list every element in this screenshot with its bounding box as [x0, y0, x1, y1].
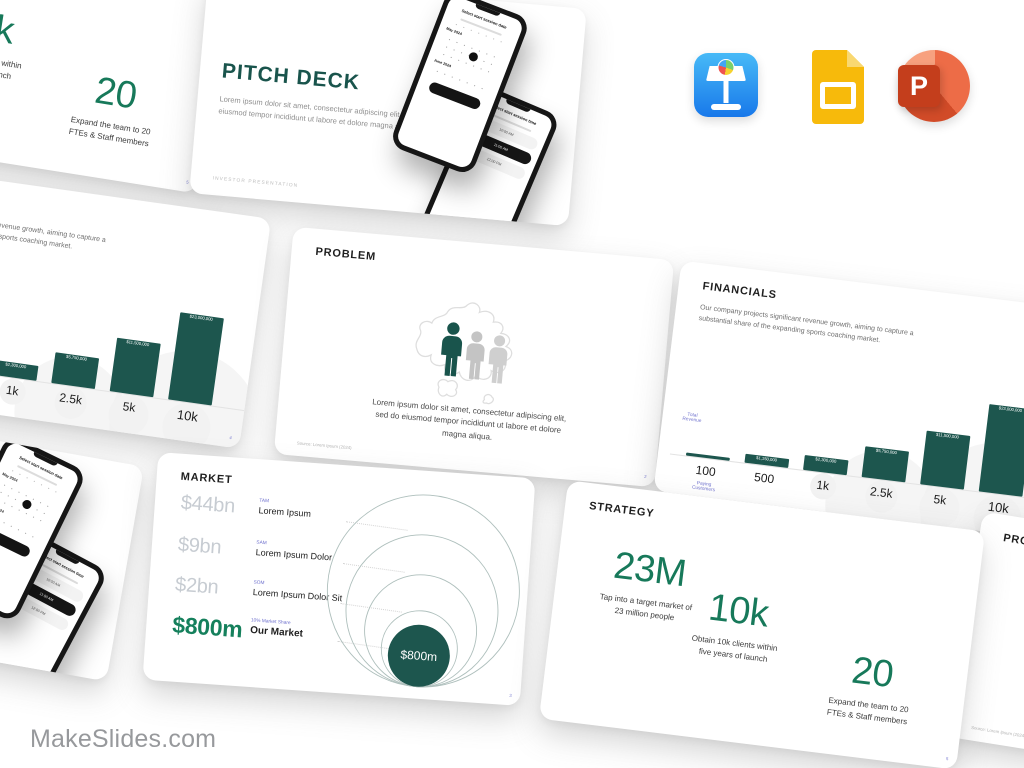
chart-column: $23,000,000 10k	[970, 403, 1024, 540]
slides-folded-corner	[847, 50, 864, 67]
stat-caption: Obtain 10k clients within five years of …	[691, 633, 778, 664]
bar: $23,000,000	[167, 312, 224, 406]
page-number: 2	[643, 475, 647, 480]
keynote-podium-stem	[723, 81, 729, 103]
slide-strategy[interactable]: STRATEGY 23M Tap into a target market of…	[538, 480, 986, 768]
stat-value: 20	[849, 649, 896, 697]
google-slides-app-icon[interactable]	[812, 50, 864, 124]
keynote-app-icon[interactable]	[694, 53, 758, 117]
keynote-pie-chart	[717, 59, 735, 76]
market-value: $44bn	[180, 491, 236, 518]
concentric-market-circles: $800m	[326, 494, 520, 688]
bar: $11,500,000	[109, 337, 161, 398]
market-value: $800m	[171, 611, 244, 643]
x-axis-label: Paying Customers	[691, 481, 716, 493]
page-number: 5	[945, 757, 949, 762]
person-icon	[465, 331, 485, 380]
bar: $23,000,000	[978, 404, 1024, 497]
stat-team: 20 Expand the team to 20 FTEs & Staff me…	[21, 59, 205, 157]
stat-caption: Expand the team to 20 FTEs & Staff membe…	[68, 115, 152, 149]
slide-market[interactable]: MARKET $44bn TAM Lorem Ipsum $9bn SAM Lo…	[142, 452, 536, 706]
stat-value: 10k	[706, 586, 771, 636]
slide-title: PROBLEM	[315, 245, 377, 264]
person-icon	[488, 335, 508, 384]
market-row-tam: $44bn TAM Lorem Ipsum	[180, 492, 312, 524]
chart-column: $1,150,000 500	[737, 374, 806, 486]
financials-body: Our company projects significant revenue…	[0, 207, 107, 251]
market-name: Our Market	[249, 624, 304, 640]
stat-caption: Expand the team to 20 FTEs & Staff membe…	[826, 695, 910, 727]
market-name: Lorem Ipsum	[258, 505, 312, 519]
market-value: $9bn	[177, 533, 222, 559]
chart-column: $2,300,000 1k	[795, 382, 864, 501]
person-icon-highlight	[441, 322, 463, 377]
bar: $5,750,000	[861, 446, 909, 483]
market-value: $2bn	[174, 573, 220, 599]
stat-value: 10k	[0, 1, 17, 53]
slide-title: FINANCIALS	[701, 280, 778, 302]
calendar-selected-day	[20, 498, 33, 511]
source-note: Source: Lorem Ipsum (2024)	[970, 726, 1024, 739]
brand-wordmark[interactable]: MakeSlides.com	[30, 725, 217, 753]
powerpoint-letter: P	[909, 70, 928, 101]
bubble-label: $800m	[400, 647, 438, 664]
cover-title: PITCH DECK	[220, 59, 361, 95]
slides-frame-glyph	[820, 82, 856, 109]
page-number: 5	[185, 180, 189, 186]
chart-column: $11,500,000 5k	[912, 396, 981, 530]
page-number: 3	[508, 693, 512, 699]
financials-body: Our company projects significant revenue…	[698, 304, 915, 344]
powerpoint-app-icon[interactable]: P	[898, 50, 970, 122]
chart-column: $23,000,000 10k	[158, 311, 231, 449]
slide-cover-partial[interactable]: PITCH DECK Lorem ipsum dolor sit amet, c…	[0, 400, 145, 682]
page-number: 4	[228, 436, 232, 441]
calendar-selected-day	[467, 51, 480, 63]
slide-title: STRATEGY	[588, 500, 655, 520]
chart-column: 100 Paying Customers	[678, 367, 747, 493]
chart-column: $5,750,000 2.5k	[854, 389, 923, 515]
bar: $2,300,000	[802, 454, 849, 476]
cover-footer: INVESTOR PRESENTATION	[212, 176, 299, 189]
slide-cover[interactable]: PITCH DECK Lorem ipsum dolor sit amet, c…	[189, 0, 587, 227]
powerpoint-letter-tile: P	[898, 65, 940, 107]
source-note: Source: Lorem Ipsum (2024)	[296, 441, 352, 451]
our-market-bubble	[387, 624, 450, 687]
slide-financials-partial[interactable]: FINANCIALS Our company projects signific…	[0, 163, 272, 449]
slide-title: MARKET	[180, 470, 233, 487]
slide-title: PROBLEM	[1002, 532, 1024, 554]
stat-value: 20	[92, 69, 140, 118]
slide-problem[interactable]: PROBLEM Lorem ipsum dolor sit amet, cons…	[273, 226, 675, 488]
bar: $11,500,000	[919, 430, 970, 490]
keynote-podium-base	[711, 104, 741, 110]
bar: $5,750,000	[50, 352, 99, 390]
market-row-our-market: $800m 10% Market Share Our Market	[171, 611, 304, 648]
stat-team: 20 Expand the team to 20 FTEs & Staff me…	[779, 641, 961, 734]
